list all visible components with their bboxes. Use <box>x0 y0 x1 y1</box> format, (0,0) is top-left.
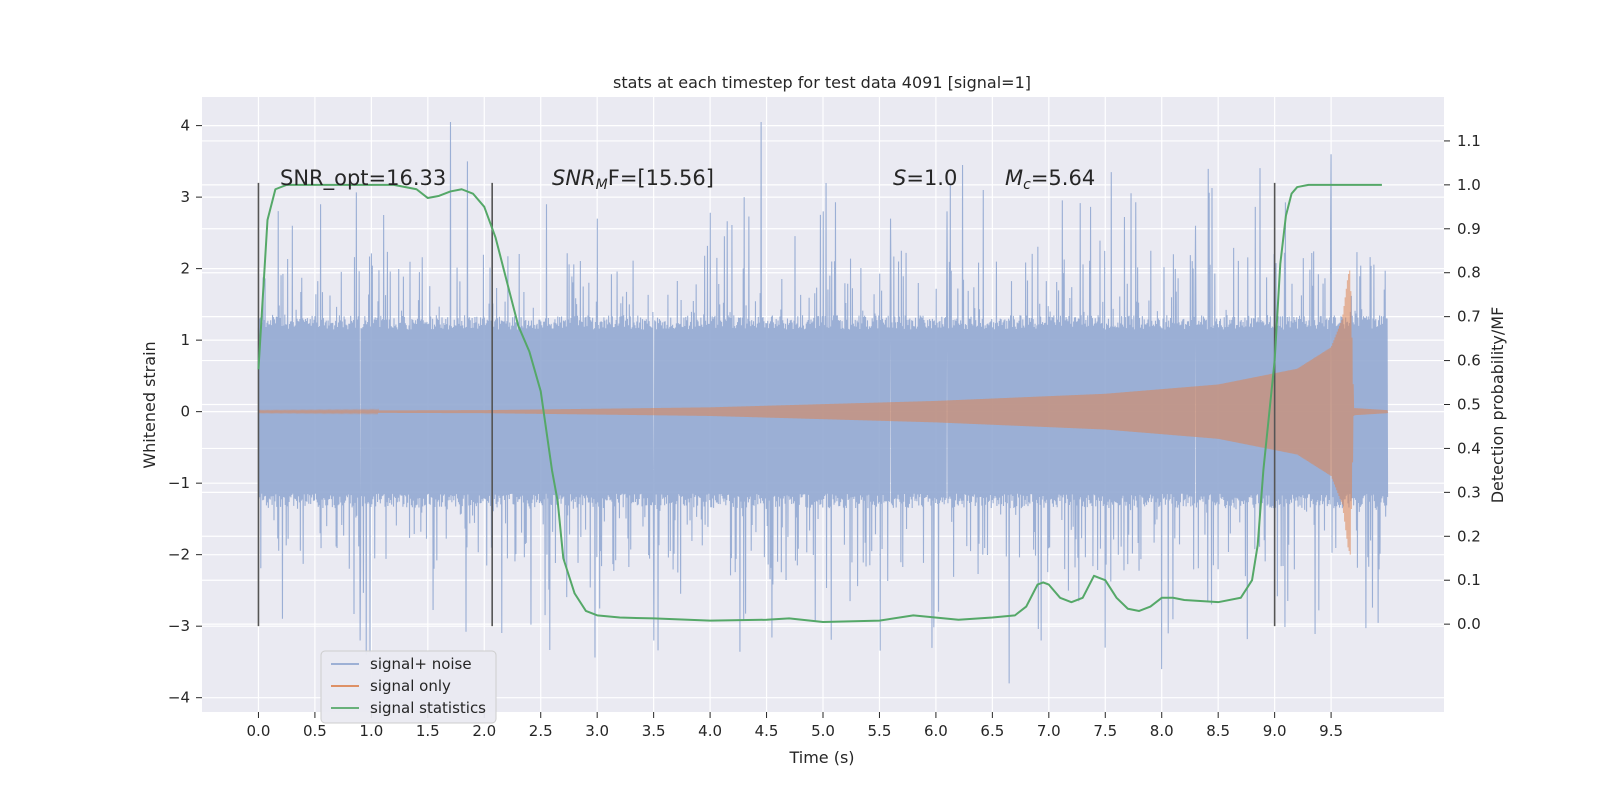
y-tick-label: −3 <box>168 617 190 635</box>
annotation-snr-mf: SNRMF=[15.56] <box>552 166 714 193</box>
x-tick-label: 0.0 <box>247 722 271 740</box>
x-tick-label: 8.5 <box>1206 722 1230 740</box>
series-signal-only-line <box>257 270 1389 555</box>
y-right-tick-label: 0.0 <box>1457 615 1481 633</box>
y-right-tick-label: 0.5 <box>1457 396 1481 414</box>
x-tick-label: 1.0 <box>359 722 383 740</box>
y-right-tick-label: 1.0 <box>1457 176 1481 194</box>
annotation-mc: Mc=5.64 <box>1005 166 1095 193</box>
x-tick-label: 7.5 <box>1093 722 1117 740</box>
y-tick-label: −1 <box>168 474 190 492</box>
annotation-s-base: S <box>893 166 906 190</box>
annotation-snr-mf-base: SNR <box>552 166 596 190</box>
y-right-tick-label: 0.6 <box>1457 352 1481 370</box>
annotation-mc-sub: c <box>1023 177 1031 193</box>
x-tick-label: 9.0 <box>1263 722 1287 740</box>
x-tick-label: 9.5 <box>1319 722 1343 740</box>
annotation-mc-rest: =5.64 <box>1031 166 1095 190</box>
series-signal-noise-line <box>257 122 1389 684</box>
y-right-tick-label: 1.1 <box>1457 132 1481 150</box>
x-tick-label: 8.0 <box>1150 722 1174 740</box>
x-tick-label: 5.0 <box>811 722 835 740</box>
x-tick-label: 4.0 <box>698 722 722 740</box>
annotation-s-rest: =1.0 <box>906 166 957 190</box>
x-tick-label: 4.5 <box>755 722 779 740</box>
x-tick-label: 2.5 <box>529 722 553 740</box>
y-axis-label: Whitened strain <box>140 341 159 468</box>
y-axis-right-label: Detection probability/MF <box>1488 307 1507 504</box>
y-right-tick-label: 0.9 <box>1457 220 1481 238</box>
legend-label-signal-only: signal only <box>370 677 451 695</box>
y-tick-label: −2 <box>168 546 190 564</box>
y-right-tick-label: 0.7 <box>1457 308 1481 326</box>
y-tick-label: 2 <box>180 260 190 278</box>
annotation-snr-mf-sub: M <box>596 177 608 193</box>
x-tick-label: 7.0 <box>1037 722 1061 740</box>
x-tick-label: 6.0 <box>924 722 948 740</box>
series-signal-statistics-line <box>257 183 1382 623</box>
x-tick-label: 3.5 <box>642 722 666 740</box>
x-tick-label: 3.0 <box>585 722 609 740</box>
annotation-snr-mf-rest: F=[15.56] <box>608 166 714 190</box>
y-tick-label: −4 <box>168 689 190 707</box>
legend: signal+ noise signal only signal statist… <box>320 650 497 724</box>
annotation-mc-base: M <box>1005 166 1023 190</box>
legend-box <box>320 650 497 724</box>
annotation-s: S=1.0 <box>893 166 957 190</box>
x-tick-label: 1.5 <box>416 722 440 740</box>
annotation-snr-opt: SNR_opt=16.33 <box>280 166 446 191</box>
legend-label-signal-noise: signal+ noise <box>370 655 472 673</box>
y-tick-label: 0 <box>180 403 190 421</box>
chart-title: stats at each timestep for test data 409… <box>613 73 1031 92</box>
x-tick-label: 2.0 <box>472 722 496 740</box>
y-tick-label: 3 <box>180 188 190 206</box>
x-tick-label: 6.5 <box>980 722 1004 740</box>
x-tick-label: 5.5 <box>868 722 892 740</box>
y-right-tick-label: 0.3 <box>1457 483 1481 501</box>
y-right-tick-label: 0.1 <box>1457 571 1481 589</box>
y-right-tick-label: 0.2 <box>1457 527 1481 545</box>
x-axis-label: Time (s) <box>788 748 854 767</box>
y-tick-label: 1 <box>180 331 190 349</box>
y-tick-label: 4 <box>180 117 190 135</box>
x-tick-label: 0.5 <box>303 722 327 740</box>
y-right-tick-label: 0.8 <box>1457 264 1481 282</box>
y-right-tick-label: 0.4 <box>1457 439 1481 457</box>
legend-label-signal-statistics: signal statistics <box>370 699 486 717</box>
